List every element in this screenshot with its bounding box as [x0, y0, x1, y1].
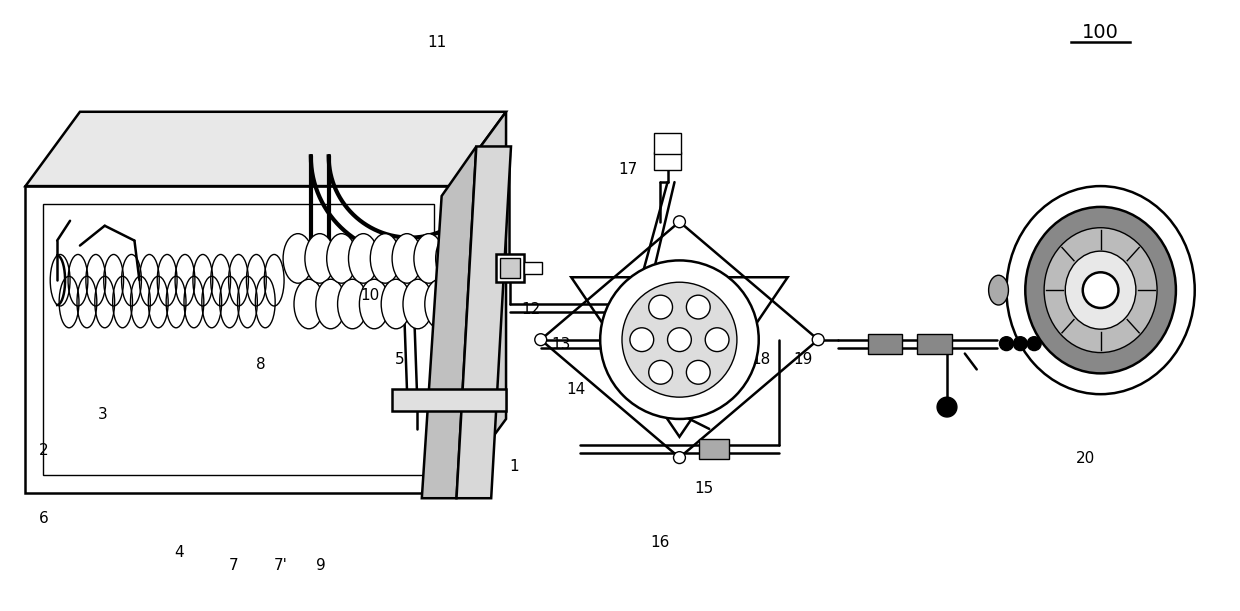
Text: 1: 1	[510, 459, 518, 474]
Bar	[523, 262, 542, 274]
Ellipse shape	[469, 279, 498, 329]
Circle shape	[673, 216, 686, 228]
Bar	[653, 133, 682, 155]
Circle shape	[506, 269, 516, 279]
Text: 11: 11	[427, 35, 446, 50]
Circle shape	[687, 360, 711, 384]
Text: 19: 19	[794, 352, 813, 367]
Ellipse shape	[392, 233, 422, 284]
Text: 7': 7'	[274, 558, 288, 573]
Text: 13: 13	[551, 337, 570, 352]
Ellipse shape	[1025, 207, 1176, 373]
Ellipse shape	[381, 279, 410, 329]
Ellipse shape	[414, 233, 444, 284]
Bar	[392, 389, 506, 411]
Ellipse shape	[403, 279, 433, 329]
Circle shape	[706, 327, 729, 351]
Bar	[26, 186, 451, 493]
Ellipse shape	[988, 276, 1008, 305]
Circle shape	[812, 334, 825, 346]
Text: 6: 6	[38, 511, 48, 525]
Ellipse shape	[1044, 228, 1157, 353]
Text: 17: 17	[619, 162, 637, 177]
Text: 10: 10	[361, 288, 379, 302]
Text: 3: 3	[98, 406, 108, 422]
Ellipse shape	[316, 279, 346, 329]
Ellipse shape	[337, 279, 367, 329]
Text: 7: 7	[228, 558, 238, 573]
Text: 2: 2	[38, 443, 48, 458]
Ellipse shape	[371, 233, 401, 284]
Circle shape	[630, 327, 653, 351]
Text: 20: 20	[1076, 451, 1095, 466]
Circle shape	[1027, 337, 1042, 351]
Circle shape	[673, 452, 686, 464]
Ellipse shape	[435, 233, 465, 284]
Bar	[868, 334, 903, 354]
Ellipse shape	[294, 279, 324, 329]
Text: 14: 14	[567, 382, 587, 397]
Text: 100: 100	[1083, 23, 1118, 42]
Text: 4: 4	[175, 545, 184, 560]
Ellipse shape	[360, 279, 389, 329]
Ellipse shape	[326, 233, 356, 284]
Ellipse shape	[283, 233, 312, 284]
Text: 15: 15	[694, 481, 714, 496]
Ellipse shape	[1065, 251, 1136, 329]
Circle shape	[534, 334, 547, 346]
Circle shape	[486, 254, 496, 263]
Circle shape	[937, 397, 957, 417]
Bar	[500, 258, 520, 278]
Circle shape	[649, 360, 672, 384]
Circle shape	[999, 337, 1013, 351]
Polygon shape	[26, 112, 506, 186]
Bar	[496, 254, 523, 282]
Circle shape	[600, 260, 759, 419]
Text: 8: 8	[257, 357, 267, 372]
Circle shape	[622, 282, 737, 397]
Circle shape	[496, 262, 506, 271]
Ellipse shape	[425, 279, 455, 329]
Polygon shape	[456, 147, 511, 498]
Bar	[653, 152, 682, 170]
Bar	[918, 334, 952, 354]
Polygon shape	[422, 147, 476, 498]
Ellipse shape	[458, 233, 487, 284]
Circle shape	[649, 295, 672, 319]
Text: 16: 16	[650, 535, 670, 551]
Ellipse shape	[305, 233, 335, 284]
Text: 9: 9	[316, 558, 326, 573]
Text: 18: 18	[751, 352, 770, 367]
Ellipse shape	[348, 233, 378, 284]
Ellipse shape	[446, 279, 476, 329]
Circle shape	[1013, 337, 1027, 351]
Ellipse shape	[1007, 186, 1194, 394]
Bar	[43, 204, 434, 475]
Circle shape	[687, 295, 711, 319]
Bar	[699, 439, 729, 459]
Circle shape	[1083, 273, 1118, 308]
Circle shape	[667, 327, 692, 351]
Polygon shape	[451, 112, 506, 493]
Text: 5: 5	[396, 352, 404, 367]
Text: 12: 12	[521, 302, 541, 318]
